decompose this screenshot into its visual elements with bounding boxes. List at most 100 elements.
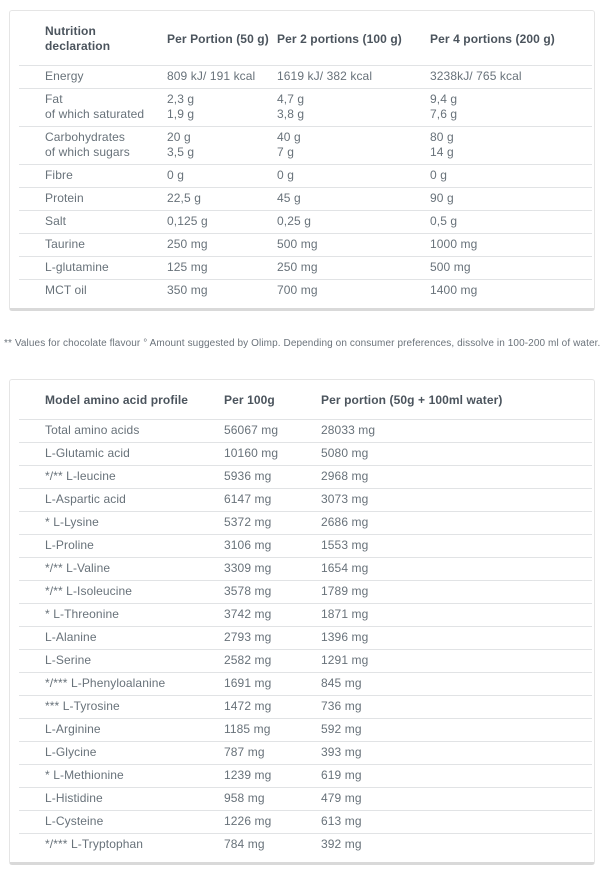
column-header-label: Model amino acid profile <box>45 393 189 407</box>
row-value: 22,5 g <box>167 187 277 210</box>
cell-line: 479 mg <box>321 791 362 805</box>
cell-line: 2686 mg <box>321 515 369 529</box>
row-value: 1871 mg <box>321 603 594 626</box>
row-value: 500 mg <box>277 233 430 256</box>
table-header-row: Nutrition declaration Per Portion (50 g) P… <box>10 11 594 65</box>
column-header-label: Per 2 portions (100 g) <box>277 31 402 46</box>
cell-line: 1619 kJ/ 382 kcal <box>277 69 373 83</box>
amino-acid-profile-table: Model amino acid profile Per 100g Per port… <box>9 379 595 865</box>
table-header-row: Model amino acid profile Per 100g Per port… <box>10 380 594 419</box>
cell-line: Salt <box>45 214 67 228</box>
table-row: L-Glutamic acid 10160 mg 5080 mg <box>10 442 594 465</box>
row-value: 1291 mg <box>321 649 594 672</box>
row-value: 500 mg <box>430 256 594 279</box>
cell-line: 3578 mg <box>224 584 272 598</box>
row-value: 0,25 g <box>277 210 430 233</box>
cell-line: 1226 mg <box>224 814 272 828</box>
table-row: *** L-Tyrosine 1472 mg 736 mg <box>10 695 594 718</box>
cell-line: 90 g <box>430 191 454 205</box>
cell-line: 7 g <box>277 145 294 159</box>
table-row: Carbohydrates of which sugars 20 g 3,5 g 40 … <box>10 126 594 164</box>
row-value: 1185 mg <box>224 718 321 741</box>
row-label: * L-Methionine <box>10 764 224 787</box>
row-value: 1472 mg <box>224 695 321 718</box>
row-label: L-Glycine <box>10 741 224 764</box>
table-row: Protein 22,5 g 45 g 90 g <box>10 187 594 210</box>
row-value: 619 mg <box>321 764 594 787</box>
cell-line: 1789 mg <box>321 584 369 598</box>
table-row: L-Proline 3106 mg 1553 mg <box>10 534 594 557</box>
row-value: 250 mg <box>167 233 277 256</box>
cell-line: 392 mg <box>321 837 362 851</box>
cell-line: */*** L-Phenyloalanine <box>45 676 166 690</box>
row-value: 1396 mg <box>321 626 594 649</box>
row-value: 392 mg <box>321 833 594 862</box>
cell-line: L-Glycine <box>45 745 97 759</box>
cell-line: of which saturated <box>45 107 145 121</box>
cell-line: L-Serine <box>45 653 92 667</box>
cell-line: L-Glutamic acid <box>45 446 130 460</box>
row-value: 350 mg <box>167 279 277 308</box>
cell-line: Protein <box>45 191 84 205</box>
cell-line: *** L-Tyrosine <box>45 699 120 713</box>
cell-line: 592 mg <box>321 722 362 736</box>
row-label: L-Cysteine <box>10 810 224 833</box>
row-value: 784 mg <box>224 833 321 862</box>
row-label: *** L-Tyrosine <box>10 695 224 718</box>
table-row: */** L-Valine 3309 mg 1654 mg <box>10 557 594 580</box>
row-value: 80 g 14 g <box>430 126 594 164</box>
row-value: 1400 mg <box>430 279 594 308</box>
table-row: L-Aspartic acid 6147 mg 3073 mg <box>10 488 594 511</box>
table-row: L-Alanine 2793 mg 1396 mg <box>10 626 594 649</box>
table-row: Taurine 250 mg 500 mg 1000 mg <box>10 233 594 256</box>
cell-line: L-Arginine <box>45 722 101 736</box>
row-value: 1226 mg <box>224 810 321 833</box>
row-label: L-Histidine <box>10 787 224 810</box>
row-value: 5080 mg <box>321 442 594 465</box>
row-label: Carbohydrates of which sugars <box>10 126 167 164</box>
row-label: * L-Threonine <box>10 603 224 626</box>
row-value: 3578 mg <box>224 580 321 603</box>
cell-line: * L-Threonine <box>45 607 120 621</box>
row-value: 45 g <box>277 187 430 210</box>
cell-line: 4,7 g <box>277 92 305 106</box>
table-row: Salt 0,125 g 0,25 g 0,5 g <box>10 210 594 233</box>
table-row: Fibre 0 g 0 g 0 g <box>10 164 594 187</box>
cell-line: 45 g <box>277 191 301 205</box>
row-label: */** L-Isoleucine <box>10 580 224 603</box>
nutrition-declaration-table: Nutrition declaration Per Portion (50 g) P… <box>9 10 595 311</box>
cell-line: 784 mg <box>224 837 265 851</box>
row-value: 0 g <box>430 164 594 187</box>
cell-line: 125 mg <box>167 260 208 274</box>
cell-line: 2968 mg <box>321 469 369 483</box>
column-header: Per portion (50g + 100ml water) <box>321 380 594 419</box>
row-value: 2582 mg <box>224 649 321 672</box>
cell-line: 3238kJ/ 765 kcal <box>430 69 522 83</box>
column-header-label: Per Portion (50 g) <box>167 31 269 46</box>
row-label: L-Serine <box>10 649 224 672</box>
cell-line: 22,5 g <box>167 191 201 205</box>
table-row: Total amino acids 56067 mg 28033 mg <box>10 419 594 442</box>
cell-line: 1654 mg <box>321 561 369 575</box>
cell-line: 845 mg <box>321 676 362 690</box>
row-value: 5936 mg <box>224 465 321 488</box>
cell-line: 6147 mg <box>224 492 272 506</box>
cell-line: 500 mg <box>277 237 318 251</box>
table-row: L-glutamine 125 mg 250 mg 500 mg <box>10 256 594 279</box>
row-label: Fat of which saturated <box>10 88 167 126</box>
row-value: 1553 mg <box>321 534 594 557</box>
row-value: 3309 mg <box>224 557 321 580</box>
column-header: Model amino acid profile <box>10 380 224 419</box>
column-header-label: Per portion (50g + 100ml water) <box>321 393 503 407</box>
cell-line: 2793 mg <box>224 630 272 644</box>
cell-line: Fat <box>45 92 63 106</box>
column-header-label: Per 100g <box>224 393 275 407</box>
table-row: L-Cysteine 1226 mg 613 mg <box>10 810 594 833</box>
cell-line: of which sugars <box>45 145 130 159</box>
cell-line: * L-Lysine <box>45 515 99 529</box>
table-row: * L-Lysine 5372 mg 2686 mg <box>10 511 594 534</box>
cell-line: 393 mg <box>321 745 362 759</box>
row-label: Total amino acids <box>10 419 224 442</box>
cell-line: */** L-leucine <box>45 469 116 483</box>
